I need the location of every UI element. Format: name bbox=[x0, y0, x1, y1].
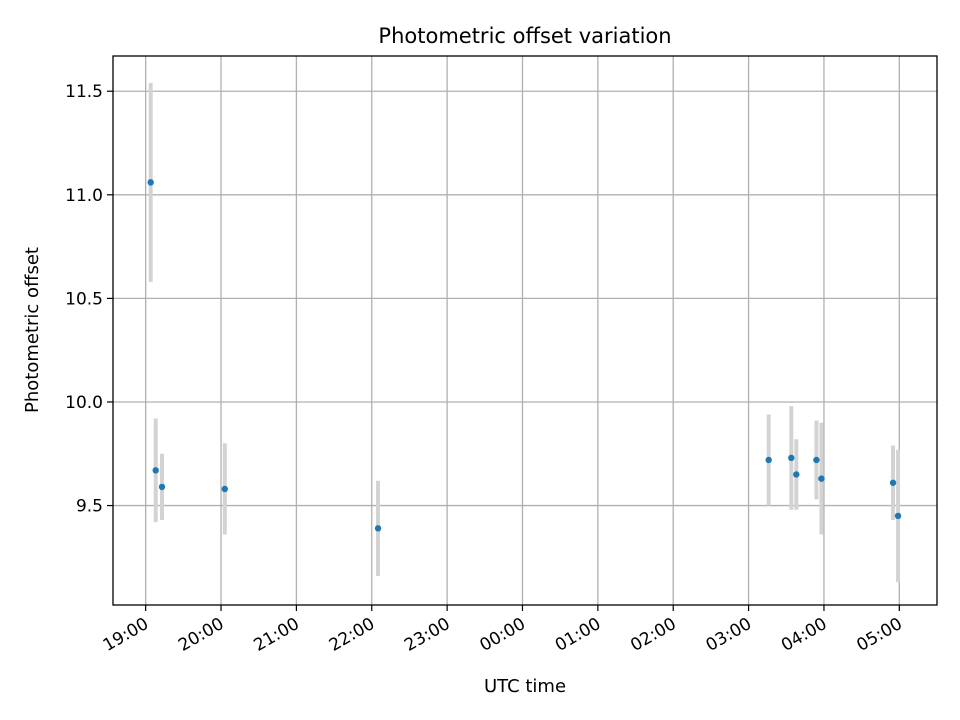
x-tick-label: 01:00 bbox=[552, 614, 604, 656]
data-point bbox=[158, 483, 166, 491]
data-point bbox=[221, 485, 228, 493]
x-axis-label: UTC time bbox=[484, 676, 566, 697]
chart-title: Photometric offset variation bbox=[378, 24, 671, 48]
x-tick-label: 20:00 bbox=[175, 614, 227, 656]
data-point bbox=[793, 471, 800, 478]
data-point bbox=[818, 475, 825, 482]
data-point bbox=[813, 456, 820, 464]
y-tick-label: 11.5 bbox=[65, 82, 103, 102]
data-point bbox=[788, 454, 795, 462]
x-tick-label: 21:00 bbox=[250, 614, 302, 656]
x-axis-ticks: 19:00 20:00 21:00 22:00 23:00 00:00 01:00 02:00… bbox=[100, 605, 906, 656]
plot-frame bbox=[112, 55, 938, 606]
y-tick-label: 10.5 bbox=[65, 289, 103, 309]
x-tick-label: 05:00 bbox=[853, 614, 905, 656]
error-bars bbox=[148, 82, 901, 583]
y-axis-label: Photometric offset bbox=[22, 247, 43, 413]
data-point bbox=[894, 512, 902, 520]
x-tick-label: 19:00 bbox=[100, 614, 152, 656]
y-tick-label: 9.5 bbox=[76, 497, 103, 517]
data-point bbox=[374, 525, 382, 532]
y-axis-ticks: 9.5 10.0 10.5 11.0 11.5 bbox=[65, 82, 113, 517]
data-point bbox=[152, 467, 159, 474]
x-tick-label: 04:00 bbox=[778, 614, 830, 656]
x-tick-label: 03:00 bbox=[703, 614, 755, 656]
y-tick-label: 11.0 bbox=[65, 186, 103, 206]
x-tick-label: 02:00 bbox=[627, 614, 679, 656]
grid bbox=[113, 56, 937, 605]
x-tick-label: 00:00 bbox=[477, 614, 529, 656]
x-tick-label: 23:00 bbox=[401, 614, 453, 656]
data-points bbox=[147, 179, 902, 532]
y-tick-label: 10.0 bbox=[65, 393, 103, 413]
data-point bbox=[147, 179, 154, 186]
data-point bbox=[765, 456, 772, 464]
data-point bbox=[889, 479, 897, 486]
x-tick-label: 22:00 bbox=[326, 614, 378, 656]
